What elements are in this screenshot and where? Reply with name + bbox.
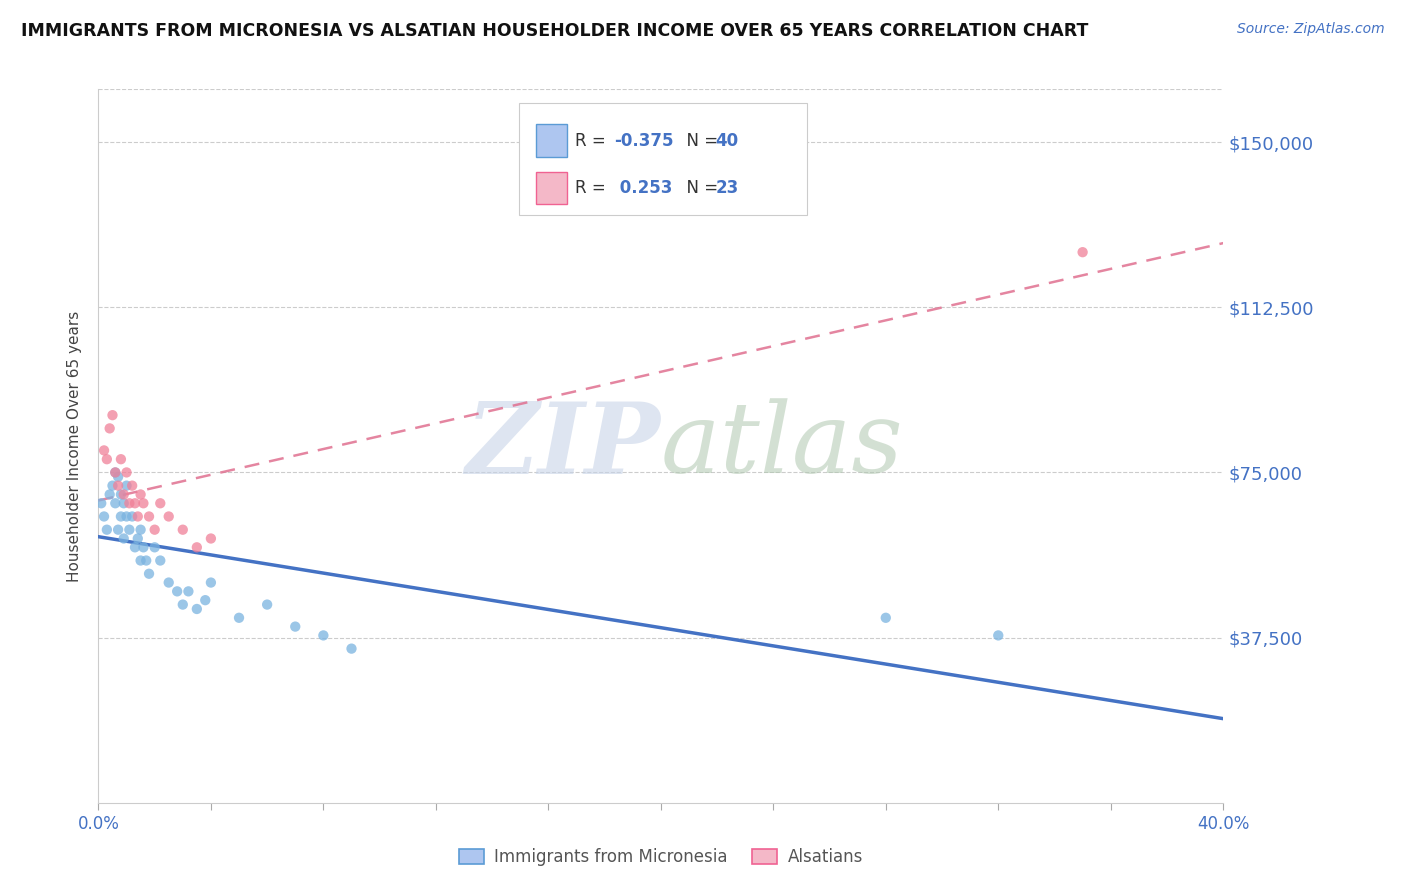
Text: IMMIGRANTS FROM MICRONESIA VS ALSATIAN HOUSEHOLDER INCOME OVER 65 YEARS CORRELAT: IMMIGRANTS FROM MICRONESIA VS ALSATIAN H… [21,22,1088,40]
Point [987,628,1010,642]
Point [149,553,172,567]
Point [138,509,160,524]
Point [112,487,135,501]
Point [340,641,363,656]
Point [104,466,127,480]
Text: atlas: atlas [661,399,904,493]
Point [135,553,157,567]
Point [228,611,250,625]
Point [129,487,152,501]
Text: R =: R = [575,179,612,197]
Point [90,496,112,510]
Point [138,566,160,581]
Y-axis label: Householder Income Over 65 years: Householder Income Over 65 years [67,310,83,582]
Text: 23: 23 [716,179,740,197]
Point [104,496,127,510]
Text: -0.375: -0.375 [614,132,673,150]
Point [112,532,135,546]
Point [177,584,200,599]
Point [115,478,138,492]
Point [107,470,129,484]
Point [101,478,124,492]
Point [200,575,222,590]
Point [93,509,115,524]
Point [172,523,194,537]
Text: Source: ZipAtlas.com: Source: ZipAtlas.com [1237,22,1385,37]
Point [127,532,149,546]
Point [875,611,897,625]
Text: ZIP: ZIP [465,398,661,494]
Point [107,523,129,537]
Point [98,487,121,501]
Point [110,487,132,501]
Point [129,553,152,567]
Point [121,509,143,524]
Point [194,593,217,607]
Text: 0.253: 0.253 [614,179,673,197]
Text: 40: 40 [716,132,738,150]
Point [149,496,172,510]
Point [186,541,208,555]
Point [110,452,132,467]
Point [115,509,138,524]
Point [143,541,166,555]
Point [1071,245,1094,260]
Point [115,466,138,480]
Point [127,509,149,524]
Point [121,478,143,492]
Point [93,443,115,458]
Point [96,452,118,467]
Point [256,598,278,612]
Point [124,496,146,510]
Point [96,523,118,537]
Legend: Immigrants from Micronesia, Alsatians: Immigrants from Micronesia, Alsatians [453,842,869,873]
Point [157,575,180,590]
Point [157,509,180,524]
Point [172,598,194,612]
Point [110,509,132,524]
Point [312,628,335,642]
Point [118,496,141,510]
Point [132,541,155,555]
Point [118,523,141,537]
Point [98,421,121,435]
Text: N =: N = [676,132,724,150]
Point [166,584,188,599]
Point [124,541,146,555]
Point [132,496,155,510]
Point [200,532,222,546]
Point [104,466,127,480]
Point [101,408,124,422]
Point [284,619,307,633]
Point [143,523,166,537]
Point [129,523,152,537]
Text: N =: N = [676,179,724,197]
Point [107,478,129,492]
Text: R =: R = [575,132,612,150]
Point [186,602,208,616]
Point [112,496,135,510]
